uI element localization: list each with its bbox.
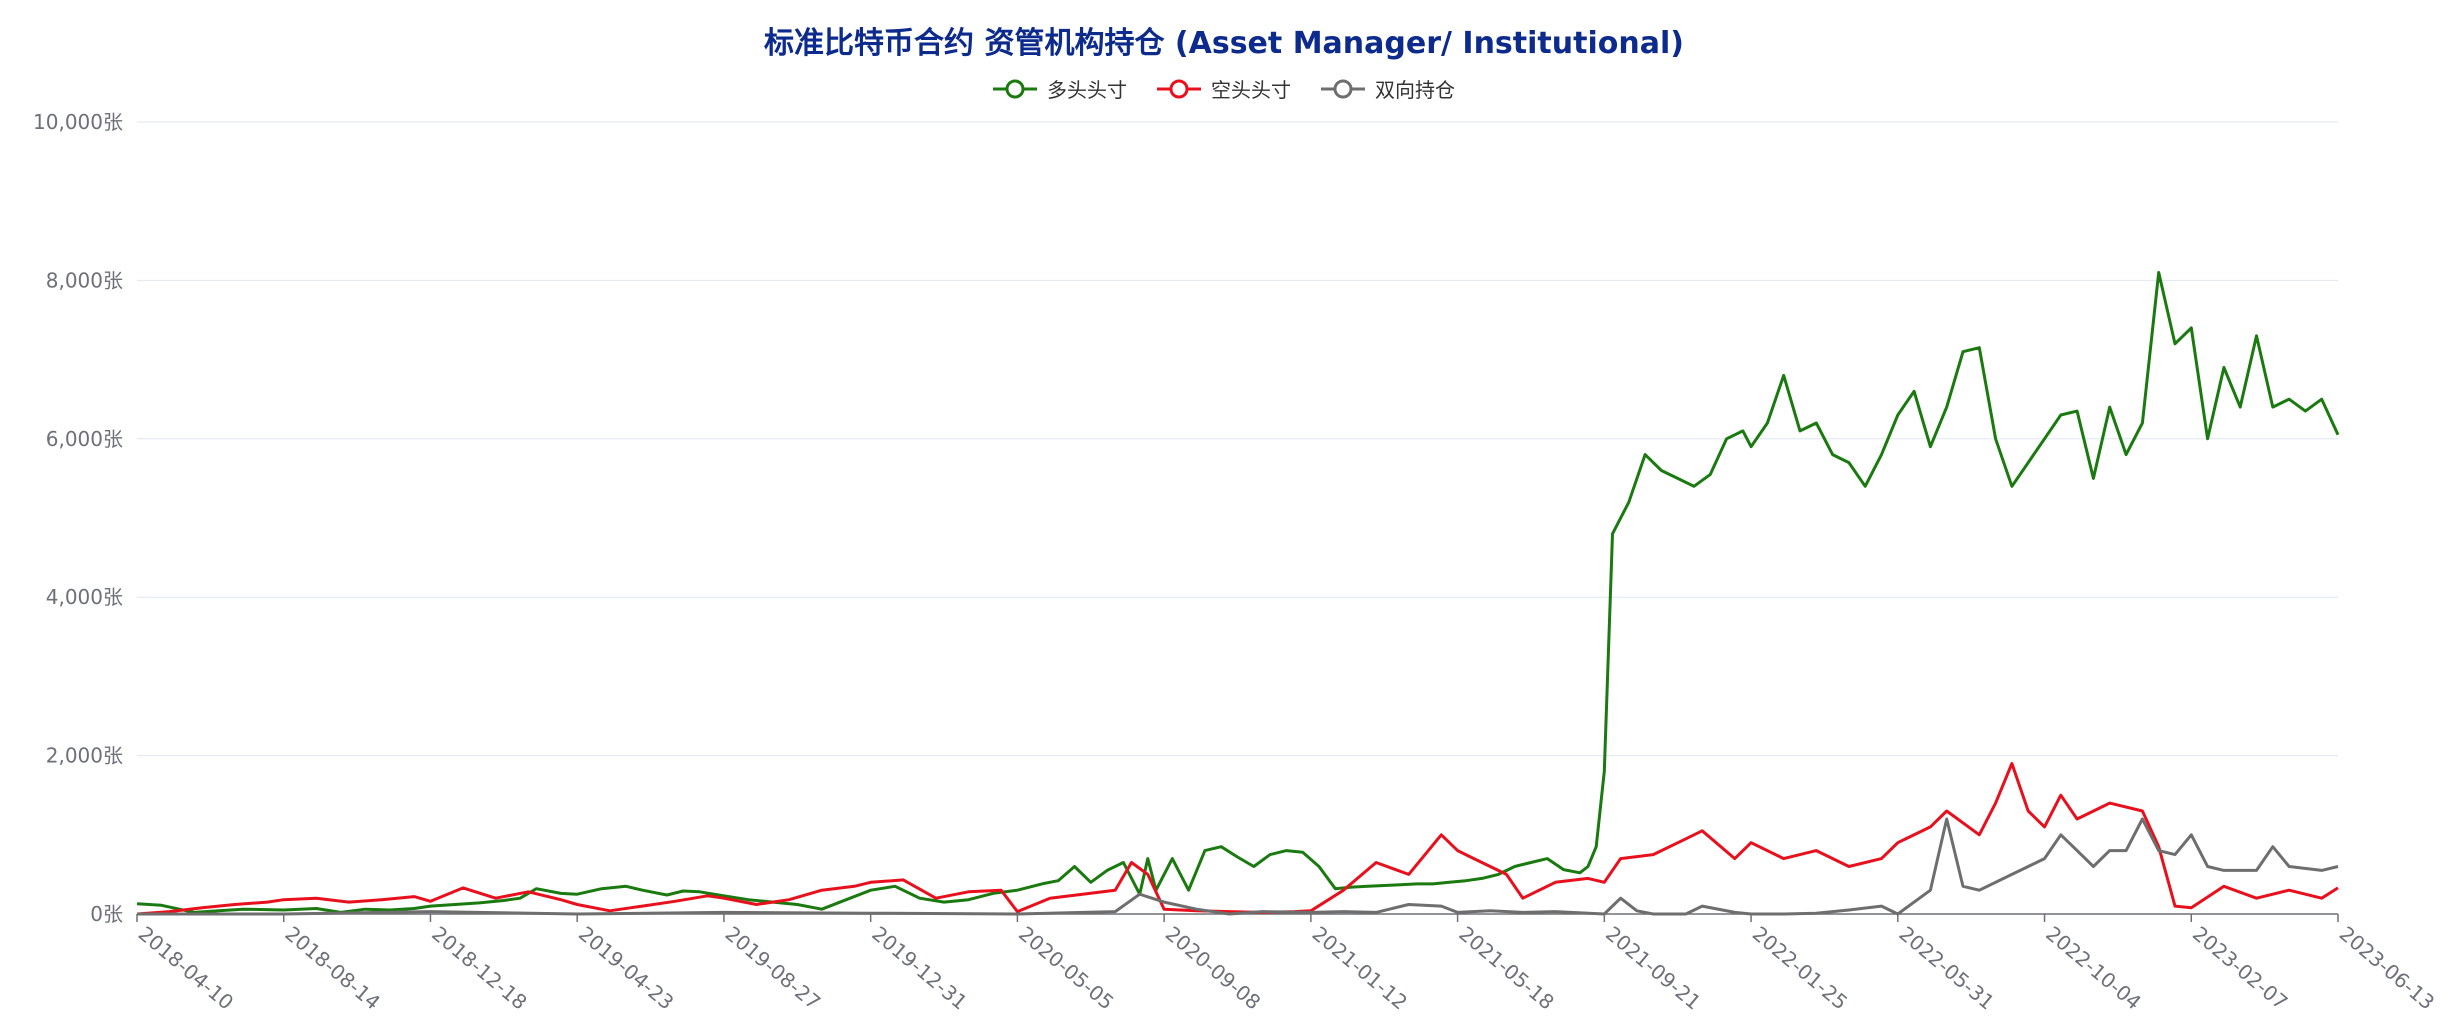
x-tick-label: 2021-01-12 [1308, 921, 1412, 1014]
x-tick-label: 2020-05-05 [1014, 921, 1118, 1014]
x-tick-label: 2021-05-18 [1454, 921, 1558, 1014]
chart-title: 标准比特币合约 资管机构持仓 (Asset Manager/ Instituti… [764, 26, 1684, 61]
legend-label-short: 空头头寸 [1211, 78, 1291, 102]
x-tick-label: 2018-12-18 [427, 921, 531, 1014]
legend-item-long[interactable]: 多头头寸 [993, 74, 1127, 103]
legend-label-spread: 双向持仓 [1375, 78, 1455, 102]
x-tick-label: 2022-10-04 [2041, 921, 2145, 1014]
legend-item-spread[interactable]: 双向持仓 [1321, 74, 1455, 103]
series-line-short [136, 762, 2339, 916]
x-tick-label: 2023-06-13 [2335, 921, 2439, 1014]
x-tick-label: 2019-08-27 [721, 921, 825, 1014]
series-line-spread [137, 817, 2339, 916]
series-line-long [136, 271, 2340, 914]
x-tick-label: 2019-12-31 [867, 921, 971, 1014]
x-tick-label: 2022-01-25 [1748, 921, 1852, 1014]
y-tick-label: 6,000张 [46, 427, 123, 451]
y-tick-label: 4,000张 [46, 585, 123, 609]
legend: 多头头寸 空头头寸 双向持仓 [0, 74, 2448, 103]
legend-marker-long-icon [993, 79, 1037, 98]
x-tick-label: 2022-05-31 [1895, 921, 1999, 1014]
y-tick-label: 2,000张 [46, 744, 123, 768]
y-tick-label: 10,000张 [33, 110, 123, 134]
y-tick-label: 0张 [90, 902, 123, 926]
x-tick-label: 2020-09-08 [1161, 921, 1265, 1014]
legend-item-short[interactable]: 空头头寸 [1157, 74, 1291, 103]
x-tick-label: 2018-04-10 [134, 921, 238, 1014]
x-tick-label: 2018-08-14 [281, 921, 385, 1014]
y-tick-label: 8,000张 [46, 268, 123, 292]
legend-marker-short-icon [1157, 79, 1201, 98]
legend-label-long: 多头头寸 [1047, 78, 1127, 102]
legend-marker-spread-icon [1321, 79, 1365, 98]
x-tick-label: 2023-02-07 [2188, 921, 2292, 1014]
x-tick-label: 2019-04-23 [574, 921, 678, 1014]
x-tick-label: 2021-09-21 [1601, 921, 1705, 1014]
